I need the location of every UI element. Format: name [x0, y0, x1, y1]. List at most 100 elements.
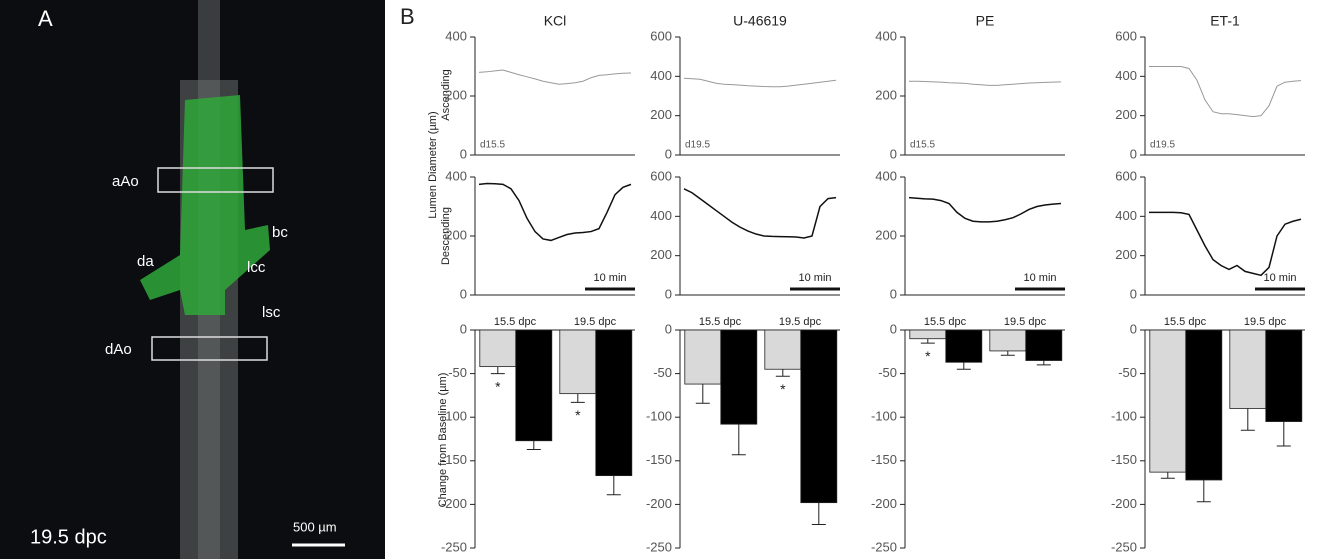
significance: * — [495, 378, 501, 394]
y-tick-label: 600 — [650, 28, 672, 43]
y-tick-label: 400 — [875, 168, 897, 183]
bar — [1266, 330, 1302, 422]
y-tick-label: 0 — [665, 146, 672, 161]
bar — [560, 330, 596, 394]
y-tick-label: -50 — [448, 365, 467, 380]
category-label: 15.5 dpc — [494, 316, 537, 328]
bar — [1150, 330, 1186, 472]
y-tick-label: 200 — [650, 247, 672, 262]
y-tick-label: 400 — [445, 28, 467, 43]
category-label: 19.5 dpc — [779, 316, 822, 328]
error-bar — [732, 424, 746, 455]
bar — [990, 330, 1026, 351]
trace — [684, 189, 836, 238]
y-axis-title: Lumen Diameter (µm) — [427, 111, 439, 218]
time-scale-label: 10 min — [1023, 272, 1056, 284]
trace — [479, 183, 631, 240]
vessel-label: lcc — [247, 259, 266, 276]
scale-label: 500 µm — [293, 519, 337, 534]
vessel-label: bc — [272, 224, 288, 241]
y-tick-label: 400 — [875, 28, 897, 43]
region-label: aAo — [112, 173, 139, 190]
bar — [685, 330, 721, 384]
time-scale-label: 10 min — [1263, 272, 1296, 284]
y-tick-label: 600 — [1115, 168, 1137, 183]
trace — [1149, 212, 1301, 275]
y-tick-label: 0 — [460, 146, 467, 161]
y-tick-label: -150 — [441, 452, 467, 467]
trace — [909, 198, 1061, 222]
region-label: dAo — [105, 341, 132, 358]
y-tick-label: -150 — [1111, 452, 1137, 467]
time-scale-label: 10 min — [798, 272, 831, 284]
error-bar — [527, 441, 541, 450]
error-bar — [607, 476, 621, 495]
trace — [479, 70, 631, 84]
panel-label: B — [400, 4, 415, 29]
y-tick-label: -50 — [653, 365, 672, 380]
chart-title: PE — [976, 13, 995, 29]
y-tick-label: 200 — [445, 227, 467, 242]
y-tick-label: 0 — [460, 321, 467, 336]
bar — [516, 330, 552, 441]
category-label: 15.5 dpc — [924, 316, 967, 328]
y-tick-label: 400 — [650, 68, 672, 83]
vessel-label: da — [137, 253, 154, 270]
y-tick-label: 0 — [460, 286, 467, 301]
y-tick-label: 0 — [1130, 286, 1137, 301]
y-tick-label: -100 — [646, 409, 672, 424]
category-label: 15.5 dpc — [699, 316, 742, 328]
y-tick-label: 200 — [445, 87, 467, 102]
error-bar — [1277, 422, 1291, 446]
time-scale-label: 10 min — [593, 272, 626, 284]
stage-label: 19.5 dpc — [30, 526, 107, 548]
y-tick-label: 0 — [890, 286, 897, 301]
bar — [910, 330, 946, 339]
y-tick-label: -50 — [1118, 365, 1137, 380]
y-tick-label: -100 — [871, 409, 897, 424]
y-tick-label: 600 — [1115, 28, 1137, 43]
bar — [480, 330, 516, 367]
y-tick-label: 200 — [650, 107, 672, 122]
error-bar — [1037, 361, 1051, 365]
bar — [596, 330, 632, 476]
y-tick-label: -250 — [1111, 539, 1137, 554]
category-label: 19.5 dpc — [574, 316, 617, 328]
bar — [801, 330, 837, 503]
y-tick-label: 0 — [890, 321, 897, 336]
error-bar — [571, 394, 585, 403]
y-tick-label: 400 — [650, 208, 672, 223]
y-tick-label: -100 — [441, 409, 467, 424]
condition-label: d15.5 — [480, 140, 505, 151]
figure: A aAo dAo bc da lcc lsc 19.5 dpc 500 µm … — [0, 0, 1326, 559]
vessel-label: lsc — [262, 304, 281, 321]
significance: * — [925, 348, 931, 364]
y-tick-label: -200 — [871, 496, 897, 511]
error-bar — [1161, 472, 1175, 478]
bar — [1230, 330, 1266, 408]
y-tick-label: -250 — [646, 539, 672, 554]
y-tick-label: 0 — [1130, 146, 1137, 161]
category-label: 19.5 dpc — [1244, 316, 1287, 328]
significance: * — [780, 381, 786, 397]
y-tick-label: 200 — [875, 227, 897, 242]
category-label: 19.5 dpc — [1004, 316, 1047, 328]
error-bar — [1197, 480, 1211, 502]
y-tick-label: 0 — [890, 146, 897, 161]
y-tick-label: -150 — [646, 452, 672, 467]
chart-title: ET-1 — [1210, 13, 1240, 29]
y-tick-label: 200 — [1115, 107, 1137, 122]
condition-label: d19.5 — [685, 140, 710, 151]
chart-title: KCl — [544, 13, 567, 29]
y-axis-title: Change from Baseline (µm) — [437, 373, 449, 508]
y-tick-label: 600 — [650, 168, 672, 183]
y-tick-label: 400 — [1115, 208, 1137, 223]
error-bar — [921, 339, 935, 343]
y-tick-label: 400 — [1115, 68, 1137, 83]
y-tick-label: -200 — [1111, 496, 1137, 511]
y-tick-label: -100 — [1111, 409, 1137, 424]
y-tick-label: 400 — [445, 168, 467, 183]
significance: * — [575, 407, 581, 423]
y-tick-label: -50 — [878, 365, 897, 380]
trace — [1149, 67, 1301, 117]
